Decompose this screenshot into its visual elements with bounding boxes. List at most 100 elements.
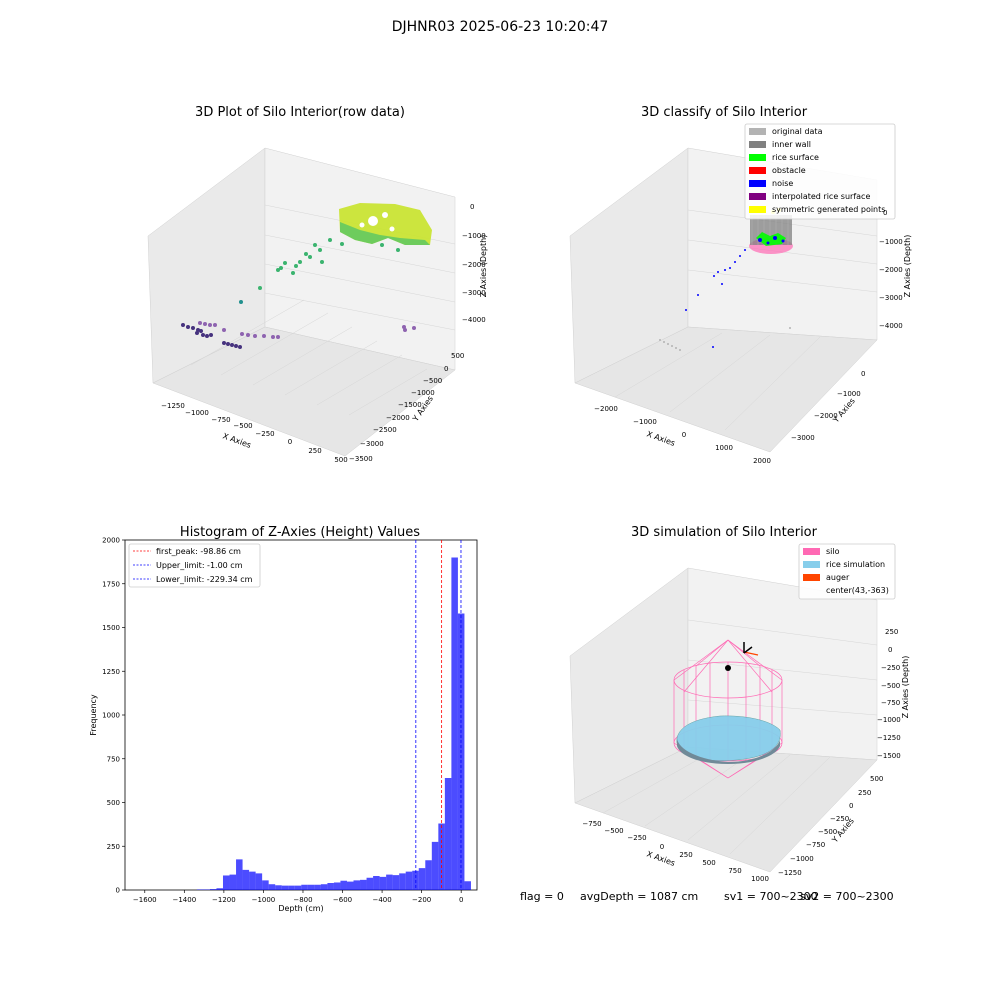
hist-x-tick-label: −1000: [252, 896, 276, 904]
sim-x-tick: −750: [582, 820, 601, 828]
hist-x-tick-label: −400: [372, 896, 391, 904]
sim-y-tick: 500: [870, 775, 883, 783]
panel-raw-3d: 3D Plot of Silo Interior(row data): [147, 105, 488, 464]
hist-bar: [294, 885, 302, 890]
raw-x-tick: 250: [308, 447, 321, 455]
hist-bar: [307, 884, 315, 890]
sim-z-tick: −250: [881, 664, 900, 672]
panel-simulation-3d: 3D simulation of Silo Interior: [569, 525, 910, 883]
raw-y-tick: −2000: [386, 414, 410, 422]
raw-3d-z-ticks: 0 −1000 −2000 −3000 −4000: [462, 203, 486, 324]
hist-y-label: Frequency: [89, 694, 98, 736]
raw-x-label: X Axies: [221, 431, 252, 450]
hist-vlines: [415, 540, 462, 890]
raw-z-tick: −3000: [462, 289, 486, 297]
hist-y-tick-label: 1750: [102, 580, 120, 588]
classify-y-label: Y Axies: [831, 396, 857, 425]
hist-bar: [249, 871, 256, 890]
raw-z-tick: −2000: [462, 261, 486, 269]
hist-y-tick-label: 1250: [102, 668, 120, 676]
hist-bar: [320, 884, 328, 890]
raw-3d-title: 3D Plot of Silo Interior(row data): [195, 105, 405, 120]
hist-bar: [327, 883, 334, 890]
hist-bar: [340, 880, 347, 890]
hist-bar: [281, 885, 289, 890]
classify-z-tick: −4000: [879, 322, 903, 330]
sim-3d-z-ticks: 250 0 −250 −500 −750 −1000 −1250 −1500: [877, 628, 901, 760]
hist-x-tick-label: 0: [459, 896, 463, 904]
legend-label-symmetric: symmetric generated points: [772, 205, 885, 214]
sim-3d-auger: [725, 642, 759, 671]
legend-swatch-inner-wall: [749, 141, 766, 148]
raw-x-tick: −1250: [161, 402, 185, 410]
hist-x-tick-label: −800: [293, 896, 312, 904]
hist-x-tick-label: −600: [333, 896, 352, 904]
classify-z-tick: −1000: [879, 238, 903, 246]
raw-y-tick: −500: [423, 377, 442, 385]
hist-y-tick-label: 500: [107, 799, 120, 807]
raw-x-tick: −500: [233, 422, 252, 430]
hist-legend: first_peak: -98.86 cm Upper_limit: -1.00…: [128, 543, 261, 588]
panel-classify-3d: 3D classify of Silo Interior: [569, 105, 912, 465]
legend-swatch-noise: [749, 180, 766, 187]
classify-x-tick: 2000: [753, 457, 771, 465]
raw-y-tick: −1000: [411, 389, 435, 397]
hist-bar: [196, 889, 204, 890]
legend-label-first-peak: first_peak: -98.86 cm: [156, 547, 241, 556]
sim-y-tick: −1000: [790, 855, 814, 863]
hist-bar: [203, 889, 210, 890]
hist-y-tick-label: 1500: [102, 624, 120, 632]
classify-z-tick: −2000: [879, 266, 903, 274]
sim-z-tick: −1500: [877, 752, 901, 760]
hist-y-tick-label: 0: [116, 887, 120, 895]
raw-3d-y-ticks: 500 0 −500 −1000 −1500 −2000 −2500 −3000…: [349, 352, 464, 463]
hist-y-tick-label: 2000: [102, 537, 120, 545]
classify-3d-z-ticks: 0 −1000 −2000 −3000 −4000: [879, 209, 903, 330]
legend-swatch-obstacle: [749, 167, 766, 174]
legend-label-inner-wall: inner wall: [772, 140, 811, 149]
legend-label-rice-surface: rice surface: [772, 153, 819, 162]
hist-x-tick-label: −1200: [212, 896, 236, 904]
hist-bar: [405, 871, 413, 890]
raw-x-tick: −250: [255, 430, 274, 438]
hist-title: Histogram of Z-Axies (Height) Values: [180, 525, 420, 540]
hist-bar: [242, 869, 250, 890]
sim-z-tick: 250: [885, 628, 898, 636]
raw-z-tick: −4000: [462, 316, 486, 324]
hist-bar: [222, 875, 230, 890]
raw-y-tick: 0: [444, 365, 448, 373]
hist-bar: [346, 881, 354, 890]
sim-3d-y-ticks: 500 250 0 −250 −500 −750 −1000 −1250: [778, 775, 883, 877]
hist-bar: [216, 888, 223, 890]
legend-label-auger: auger: [826, 573, 850, 582]
hist-bar: [392, 875, 400, 890]
classify-3d-y-ticks: 0 −1000 −2000 −3000: [791, 370, 865, 442]
sim-x-tick: 0: [660, 843, 664, 851]
legend-swatch-symmetric: [749, 206, 766, 213]
legend-swatch-silo: [803, 548, 820, 555]
sim-z-label: Z Axies (Depth): [901, 656, 910, 719]
raw-z-label: Z Axies (Depth): [479, 235, 488, 298]
raw-3d-panes: [147, 147, 456, 457]
hist-bar: [373, 876, 380, 890]
sim-3d-rice: [676, 715, 781, 764]
footer-status: flag = 0 avgDepth = 1087 cm sv1 = 700~23…: [520, 890, 894, 903]
sim-z-tick: −750: [881, 699, 900, 707]
hist-bar: [255, 873, 263, 890]
raw-x-tick: 0: [288, 438, 292, 446]
legend-swatch-auger: [803, 574, 820, 581]
flag-text: flag = 0: [520, 890, 564, 903]
hist-bar: [301, 884, 308, 890]
hist-y-tick-label: 250: [107, 843, 120, 851]
hist-bar: [399, 873, 406, 890]
sim-3d-panes: [569, 567, 878, 873]
raw-x-tick: −1000: [185, 409, 209, 417]
raw-z-tick: 0: [470, 203, 474, 211]
hist-bar: [366, 877, 374, 890]
legend-label-noise: noise: [772, 179, 793, 188]
hist-y-tick-label: 750: [107, 755, 120, 763]
hist-bar: [268, 884, 276, 890]
raw-y-tick: −3000: [360, 440, 384, 448]
raw-3d-x-ticks: −1250 −1000 −750 −500 −250 0 250 500: [161, 402, 348, 464]
